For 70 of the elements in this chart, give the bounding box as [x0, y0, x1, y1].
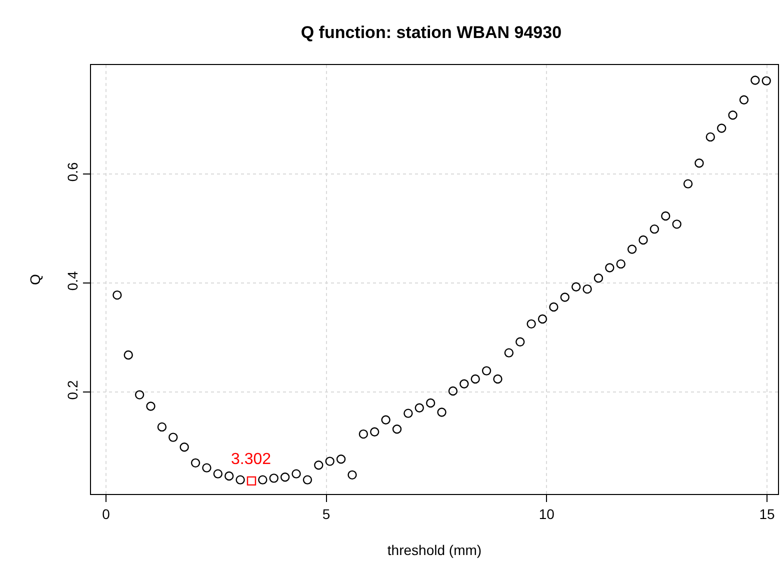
- point: [538, 314, 548, 324]
- point: [202, 463, 212, 472]
- point: [236, 475, 245, 484]
- x-axis-title: threshold (mm): [387, 542, 482, 558]
- point: [526, 319, 536, 329]
- point: [180, 442, 189, 452]
- point: [739, 95, 749, 104]
- point: [314, 460, 324, 470]
- point: [448, 386, 458, 396]
- point: [582, 284, 592, 294]
- point: [370, 427, 380, 436]
- point: [694, 158, 704, 168]
- point: [627, 244, 637, 254]
- point: [292, 469, 301, 478]
- point: [280, 472, 290, 482]
- point: [571, 282, 581, 292]
- y-tick-label: 0.4: [64, 271, 80, 291]
- x-tick-label: 0: [102, 506, 110, 522]
- point: [392, 424, 402, 434]
- chart-title: Q function: station WBAN 94930: [300, 23, 562, 42]
- point: [157, 422, 167, 432]
- point: [134, 390, 144, 400]
- point: [325, 456, 334, 466]
- point: [168, 432, 178, 442]
- point: [605, 263, 614, 272]
- point: [146, 402, 156, 411]
- point: [482, 366, 492, 376]
- x-tick-label: 15: [759, 506, 775, 522]
- point: [112, 290, 122, 300]
- annotation: 3.302: [231, 451, 272, 468]
- point: [381, 415, 390, 424]
- point: [672, 220, 682, 229]
- point: [661, 211, 670, 221]
- point: [224, 471, 234, 481]
- point: [437, 408, 446, 417]
- y-axis-title: Q: [27, 274, 43, 285]
- point: [716, 124, 726, 133]
- point: [516, 337, 525, 347]
- point: [762, 76, 771, 86]
- point: [616, 259, 626, 269]
- point: [493, 374, 502, 384]
- point: [358, 429, 368, 439]
- point: [190, 458, 200, 468]
- point: [258, 475, 268, 484]
- y-tick-label: 0.2: [64, 380, 80, 400]
- point: [504, 348, 514, 358]
- point: [706, 132, 715, 142]
- point: [560, 292, 570, 302]
- point: [426, 398, 436, 408]
- point: [594, 274, 604, 283]
- y-tick-label: 0.6: [64, 162, 80, 182]
- x-tick-label: 5: [322, 506, 330, 522]
- point: [460, 379, 469, 388]
- point: [269, 474, 278, 483]
- point: [549, 302, 558, 312]
- point: [302, 475, 312, 484]
- x-tick-label: 10: [538, 506, 555, 522]
- point: [638, 235, 648, 245]
- point: [470, 374, 480, 384]
- point: [683, 179, 693, 188]
- point: [414, 403, 424, 412]
- point: [213, 469, 223, 478]
- point: [728, 110, 738, 120]
- point: [348, 470, 357, 480]
- point: [650, 224, 660, 234]
- point: [246, 476, 256, 486]
- point: [750, 76, 760, 85]
- point: [124, 350, 133, 360]
- point: [336, 454, 346, 464]
- point: [404, 408, 413, 418]
